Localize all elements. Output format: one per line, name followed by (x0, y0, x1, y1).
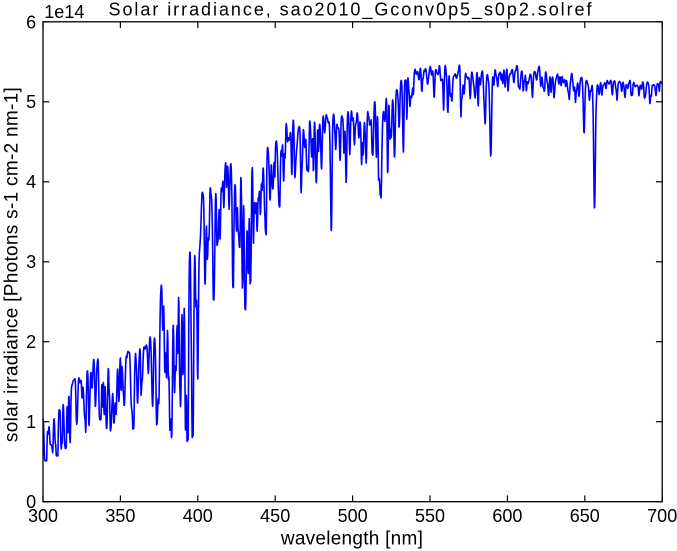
svg-text:550: 550 (415, 506, 445, 526)
svg-text:0: 0 (26, 492, 36, 512)
svg-text:450: 450 (260, 506, 290, 526)
svg-text:3: 3 (26, 252, 36, 272)
svg-text:500: 500 (338, 506, 368, 526)
svg-text:600: 600 (492, 506, 522, 526)
svg-text:400: 400 (183, 506, 213, 526)
svg-text:300: 300 (28, 506, 58, 526)
svg-text:6: 6 (26, 12, 36, 32)
svg-text:5: 5 (26, 92, 36, 112)
svg-text:2: 2 (26, 332, 36, 352)
svg-text:wavelength [nm]: wavelength [nm] (280, 529, 423, 550)
svg-text:350: 350 (105, 506, 135, 526)
svg-text:1: 1 (26, 412, 36, 432)
svg-text:solar irradiance [Photons s-1: solar irradiance [Photons s-1 cm-2 nm-1] (2, 87, 23, 442)
svg-text:Solar irradiance, sao2010_Gcon: Solar irradiance, sao2010_Gconv0p5_s0p2.… (109, 0, 594, 20)
svg-text:700: 700 (647, 506, 677, 526)
svg-text:4: 4 (26, 172, 36, 192)
svg-text:650: 650 (570, 506, 600, 526)
svg-text:1e14: 1e14 (44, 2, 84, 22)
